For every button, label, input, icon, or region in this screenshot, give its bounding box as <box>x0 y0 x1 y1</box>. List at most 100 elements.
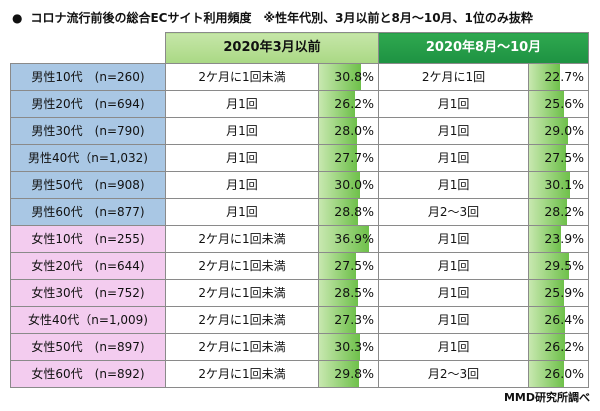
percent-bar <box>319 172 360 198</box>
percent-bar <box>319 361 360 387</box>
row-freq-period1: 2ケ月に1回未満 <box>165 63 319 91</box>
percent-value: 29.8% <box>334 366 375 381</box>
percent-value: 25.6% <box>544 96 585 111</box>
percent-value: 26.2% <box>334 96 375 111</box>
row-group-label: 男性60代 (n=877) <box>10 198 166 226</box>
row-freq-period2: 月1回 <box>378 225 530 253</box>
table-row: 女性10代 (n=255) 2ケ月に1回未満 36.9% 月1回 23.9% <box>10 225 590 253</box>
percent-value: 23.9% <box>544 231 585 246</box>
percent-value: 27.7% <box>334 150 375 165</box>
row-group-label: 男性30代 (n=790) <box>10 117 166 145</box>
row-freq-period2: 月1回 <box>378 279 530 307</box>
percent-value: 28.0% <box>334 123 375 138</box>
row-pct-period1: 30.3% <box>317 333 380 361</box>
row-group-label: 男性20代 (n=694) <box>10 90 166 118</box>
row-freq-period2: 月1回 <box>378 90 530 118</box>
row-pct-period2: 28.2% <box>528 198 590 226</box>
percent-bar <box>529 334 565 360</box>
row-freq-period1: 2ケ月に1回未満 <box>165 225 319 253</box>
source-credit: MMD研究所調べ <box>503 391 590 404</box>
chart-title-text: コロナ流行前後の総合ECサイト利用頻度 ※性年代別、3月以前と8月～10月、1位… <box>30 11 533 25</box>
row-pct-period2: 23.9% <box>528 225 590 253</box>
row-freq-period1: 月1回 <box>165 198 319 226</box>
row-freq-period1: 2ケ月に1回未満 <box>165 306 319 334</box>
row-pct-period1: 36.9% <box>317 225 380 253</box>
row-group-label: 女性10代 (n=255) <box>10 225 166 253</box>
row-pct-period2: 25.9% <box>528 279 590 307</box>
row-freq-period2: 月2～3回 <box>378 360 530 388</box>
row-freq-period2: 月1回 <box>378 117 530 145</box>
percent-value: 25.9% <box>544 285 585 300</box>
row-group-label: 男性50代 (n=908) <box>10 171 166 199</box>
row-freq-period1: 2ケ月に1回未満 <box>165 360 319 388</box>
row-pct-period1: 27.5% <box>317 252 380 280</box>
table-row: 女性20代 (n=644) 2ケ月に1回未満 27.5% 月1回 29.5% <box>10 252 590 280</box>
row-freq-period2: 月1回 <box>378 333 530 361</box>
row-pct-period2: 29.5% <box>528 252 590 280</box>
percent-value: 22.7% <box>544 69 585 84</box>
row-freq-period1: 月1回 <box>165 144 319 172</box>
table-row: 男性30代 (n=790) 月1回 28.0% 月1回 29.0% <box>10 117 590 145</box>
percent-value: 27.5% <box>334 258 375 273</box>
header-period2: 2020年8月～10月 <box>378 32 590 64</box>
row-freq-period1: 月1回 <box>165 117 319 145</box>
row-freq-period2: 月1回 <box>378 306 530 334</box>
percent-value: 30.3% <box>334 339 375 354</box>
percent-bar <box>319 334 361 360</box>
row-group-label: 女性50代 (n=897) <box>10 333 166 361</box>
row-group-label: 男性40代（n=1,032) <box>10 144 166 172</box>
table-row: 男性60代 (n=877) 月1回 28.8% 月2～3回 28.2% <box>10 198 590 226</box>
percent-bar <box>319 253 357 279</box>
percent-value: 28.2% <box>544 204 585 219</box>
row-freq-period1: 2ケ月に1回未満 <box>165 252 319 280</box>
percent-bar <box>529 361 565 387</box>
table-body: 男性10代 (n=260) 2ケ月に1回未満 30.8% 2ケ月に1回 22.7% 男性2… <box>10 63 590 388</box>
table-row: 男性50代 (n=908) 月1回 30.0% 月1回 30.1% <box>10 171 590 199</box>
row-pct-period1: 28.0% <box>317 117 380 145</box>
row-pct-period1: 28.5% <box>317 279 380 307</box>
row-group-label: 女性20代 (n=644) <box>10 252 166 280</box>
header-corner <box>11 33 166 64</box>
percent-bar <box>319 307 357 333</box>
row-group-label: 女性30代 (n=752) <box>10 279 166 307</box>
row-pct-period2: 27.5% <box>528 144 590 172</box>
table-row: 女性60代 (n=892) 2ケ月に1回未満 29.8% 月2～3回 26.0% <box>10 360 590 388</box>
row-pct-period1: 30.8% <box>317 63 380 91</box>
row-freq-period2: 月1回 <box>378 171 530 199</box>
percent-bar <box>529 172 570 198</box>
table-header-row: 2020年3月以前 2020年8月～10月 <box>11 32 590 64</box>
row-group-label: 女性40代（n=1,009) <box>10 306 166 334</box>
percent-bar <box>529 118 569 144</box>
row-pct-period2: 22.7% <box>528 63 590 91</box>
row-pct-period2: 26.2% <box>528 333 590 361</box>
row-freq-period2: 月1回 <box>378 252 530 280</box>
row-pct-period1: 29.8% <box>317 360 380 388</box>
row-pct-period1: 28.8% <box>317 198 380 226</box>
row-freq-period2: 2ケ月に1回 <box>378 63 530 91</box>
row-pct-period2: 25.6% <box>528 90 590 118</box>
row-freq-period2: 月2～3回 <box>378 198 530 226</box>
percent-bar <box>529 64 560 90</box>
percent-bar <box>319 280 358 306</box>
percent-value: 29.5% <box>544 258 585 273</box>
percent-bar <box>319 199 359 225</box>
percent-bar <box>529 280 565 306</box>
table-row: 男性10代 (n=260) 2ケ月に1回未満 30.8% 2ケ月に1回 22.7% <box>10 63 590 91</box>
percent-bar <box>529 253 570 279</box>
row-pct-period2: 30.1% <box>528 171 590 199</box>
table-row: 男性20代 (n=694) 月1回 26.2% 月1回 25.6% <box>10 90 590 118</box>
percent-value: 26.2% <box>544 339 585 354</box>
percent-value: 36.9% <box>334 231 375 246</box>
row-freq-period1: 2ケ月に1回未満 <box>165 333 319 361</box>
percent-value: 30.8% <box>334 69 375 84</box>
percent-bar <box>529 307 565 333</box>
table-row: 男性40代（n=1,032) 月1回 27.7% 月1回 27.5% <box>10 144 590 172</box>
percent-value: 28.8% <box>334 204 375 219</box>
row-pct-period1: 27.7% <box>317 144 380 172</box>
row-pct-period1: 27.3% <box>317 306 380 334</box>
percent-bar <box>319 226 370 252</box>
bullet-icon: ● <box>12 11 23 25</box>
row-group-label: 男性10代 (n=260) <box>10 63 166 91</box>
row-freq-period1: 月1回 <box>165 90 319 118</box>
percent-bar <box>529 91 564 117</box>
